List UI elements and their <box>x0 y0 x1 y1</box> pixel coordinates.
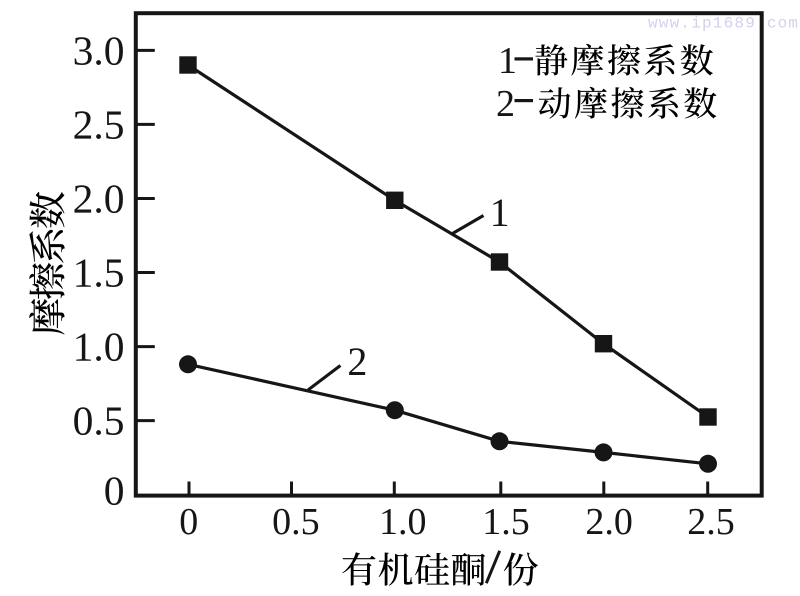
svg-text:0: 0 <box>104 468 125 514</box>
svg-text:1: 1 <box>498 40 517 82</box>
svg-text:1.0: 1.0 <box>379 501 427 543</box>
svg-text:2.0: 2.0 <box>73 176 125 222</box>
svg-text:0.5: 0.5 <box>272 501 320 543</box>
svg-text:2.0: 2.0 <box>585 501 633 543</box>
svg-text:1.5: 1.5 <box>73 250 125 296</box>
svg-text:2.5: 2.5 <box>687 501 735 543</box>
svg-text:2.5: 2.5 <box>73 101 125 147</box>
svg-text:0.5: 0.5 <box>73 398 125 444</box>
svg-text:1: 1 <box>490 190 510 235</box>
svg-text:2: 2 <box>496 83 515 125</box>
svg-text:1.5: 1.5 <box>482 501 530 543</box>
svg-text:1.0: 1.0 <box>73 324 125 370</box>
svg-text:2: 2 <box>347 339 367 384</box>
svg-text:0: 0 <box>179 501 198 543</box>
svg-text:www.ip1689.com: www.ip1689.com <box>648 15 799 33</box>
svg-text:3.0: 3.0 <box>73 27 125 73</box>
